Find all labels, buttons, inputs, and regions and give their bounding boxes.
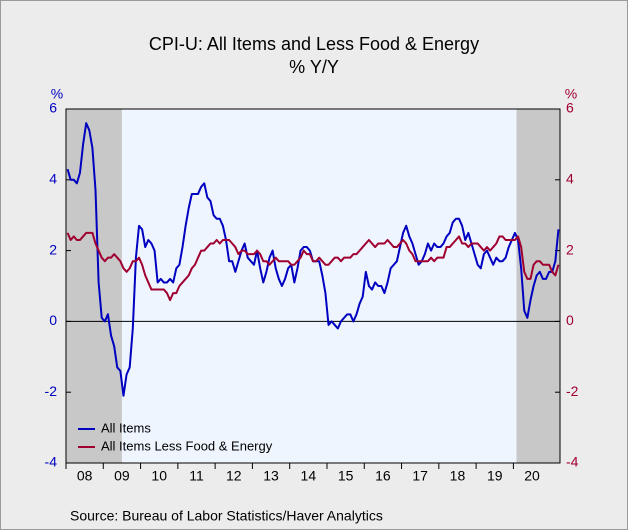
x-tick-label: 17 xyxy=(412,468,428,484)
y-tick-label: -2 xyxy=(45,383,58,399)
x-tick-label: 13 xyxy=(263,468,279,484)
y-tick-label: 0 xyxy=(49,312,57,328)
x-tick-label: 20 xyxy=(524,468,540,484)
series-line xyxy=(66,231,560,302)
y2-tick-label: 4 xyxy=(566,171,574,187)
y2-tick-label: -2 xyxy=(566,383,579,399)
chart-title: CPI-U: All Items and Less Food & Energy xyxy=(149,34,479,54)
x-tick-label: 08 xyxy=(77,468,93,484)
x-tick-label: 14 xyxy=(301,468,317,484)
x-tick-label: 18 xyxy=(450,468,466,484)
y2-tick-label: 0 xyxy=(566,312,574,328)
y2-tick-label: -4 xyxy=(566,454,579,470)
y-tick-label: 2 xyxy=(49,241,57,257)
y2-tick-label: 6 xyxy=(566,100,574,116)
x-tick-label: 09 xyxy=(114,468,130,484)
legend-label: All Items Less Food & Energy xyxy=(101,438,273,453)
x-tick-label: 10 xyxy=(151,468,167,484)
y2-axis-label: % xyxy=(565,86,577,102)
legend-label: All Items xyxy=(101,420,151,435)
y-tick-label: 4 xyxy=(49,171,57,187)
x-tick-label: 11 xyxy=(189,468,204,484)
plot-background xyxy=(66,109,560,463)
plot-frame xyxy=(65,108,561,464)
source-note: Source: Bureau of Labor Statistics/Haver… xyxy=(70,508,383,524)
y-tick-label: 6 xyxy=(49,100,57,116)
x-tick-label: 12 xyxy=(226,468,242,484)
x-tick-label: 19 xyxy=(487,468,503,484)
chart-subtitle: % Y/Y xyxy=(289,57,339,77)
y-tick-label: -4 xyxy=(45,454,58,470)
y2-tick-label: 2 xyxy=(566,241,574,257)
x-tick-label: 16 xyxy=(375,468,391,484)
recession-shade xyxy=(516,109,560,463)
y-axis-label: % xyxy=(51,86,63,102)
x-tick-label: 15 xyxy=(338,468,354,484)
